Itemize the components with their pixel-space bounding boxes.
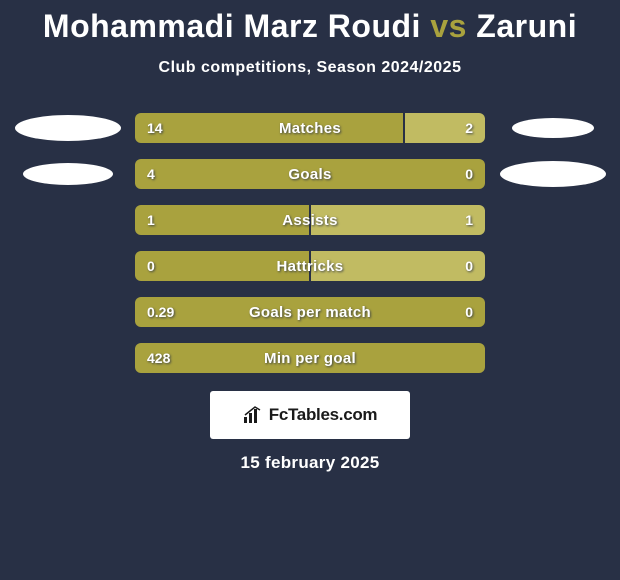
bar-segment-right: [311, 251, 485, 281]
bar-segment-left: [135, 159, 485, 189]
crest-placeholder-icon: [500, 161, 606, 187]
bar-segment-left: [135, 205, 309, 235]
stat-row: Hattricks00: [0, 251, 620, 281]
crest-placeholder-icon: [15, 115, 121, 141]
bar-segment-right: [405, 113, 485, 143]
comparison-infographic: Mohammadi Marz Roudi vs Zaruni Club comp…: [0, 0, 620, 473]
logo-box: FcTables.com: [210, 391, 410, 439]
stat-rows: Matches142 Goals40 Assists11 Hattricks00 Goa…: [0, 113, 620, 373]
title-player2: Zaruni: [476, 8, 577, 44]
stat-row: Min per goal428: [0, 343, 620, 373]
bar-segment-left: [135, 113, 403, 143]
bar-segment-left: [135, 251, 309, 281]
stat-row: Assists11: [0, 205, 620, 235]
side-right: [485, 161, 620, 187]
bar-segment-left: [135, 297, 485, 327]
date-label: 15 february 2025: [0, 453, 620, 473]
stat-bar: Goals40: [135, 159, 485, 189]
stat-row: Matches142: [0, 113, 620, 143]
crest-placeholder-icon: [512, 118, 594, 138]
title-player1: Mohammadi Marz Roudi: [43, 8, 421, 44]
subtitle: Club competitions, Season 2024/2025: [0, 59, 620, 77]
logo-text: FcTables.com: [269, 405, 378, 425]
stat-bar: Min per goal428: [135, 343, 485, 373]
stat-bar: Goals per match0.290: [135, 297, 485, 327]
barchart-icon: [243, 405, 263, 425]
stat-row: Goals40: [0, 159, 620, 189]
bar-segment-right: [311, 205, 485, 235]
side-left: [0, 115, 135, 141]
crest-placeholder-icon: [23, 163, 113, 185]
stat-bar: Hattricks00: [135, 251, 485, 281]
stat-bar: Matches142: [135, 113, 485, 143]
side-right: [485, 118, 620, 138]
bar-segment-left: [135, 343, 485, 373]
stat-bar: Assists11: [135, 205, 485, 235]
side-left: [0, 163, 135, 185]
stat-row: Goals per match0.290: [0, 297, 620, 327]
title-vs: vs: [430, 8, 467, 44]
page-title: Mohammadi Marz Roudi vs Zaruni: [0, 8, 620, 45]
